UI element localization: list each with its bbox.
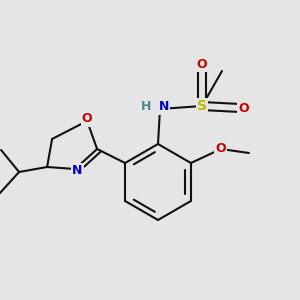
Text: O: O — [197, 58, 207, 70]
Text: O: O — [239, 101, 249, 115]
Text: O: O — [216, 142, 226, 155]
Text: N: N — [72, 164, 82, 178]
Text: S: S — [197, 99, 207, 113]
Text: H: H — [141, 100, 151, 113]
Text: O: O — [82, 112, 92, 125]
Text: N: N — [159, 100, 169, 113]
